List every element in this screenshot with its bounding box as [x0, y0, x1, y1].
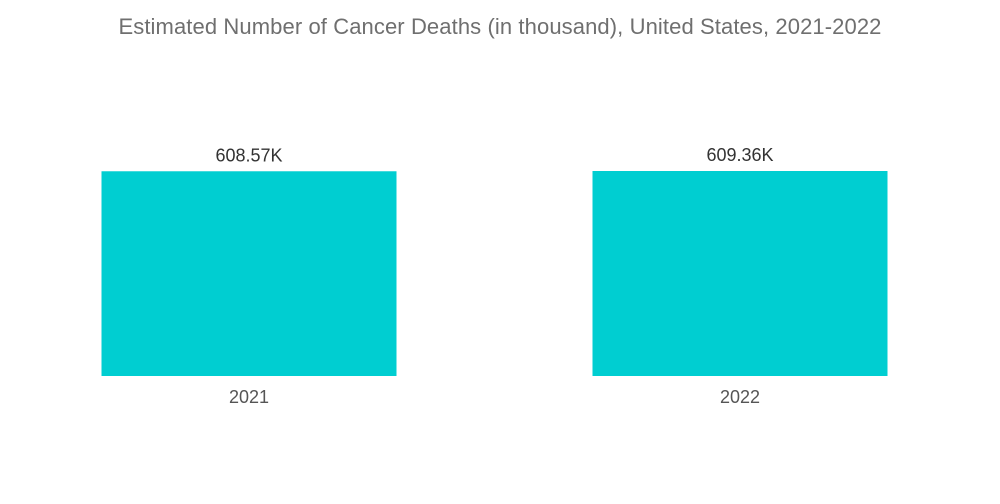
- data-label-2022: 609.36K: [706, 145, 773, 165]
- bar-2022: [592, 171, 888, 376]
- bar-2021: [101, 171, 397, 376]
- data-label-2021: 608.57K: [215, 145, 282, 165]
- chart-title: Estimated Number of Cancer Deaths (in th…: [118, 14, 882, 39]
- x-tick-label-2022: 2022: [720, 387, 760, 407]
- x-tick-label-2021: 2021: [229, 387, 269, 407]
